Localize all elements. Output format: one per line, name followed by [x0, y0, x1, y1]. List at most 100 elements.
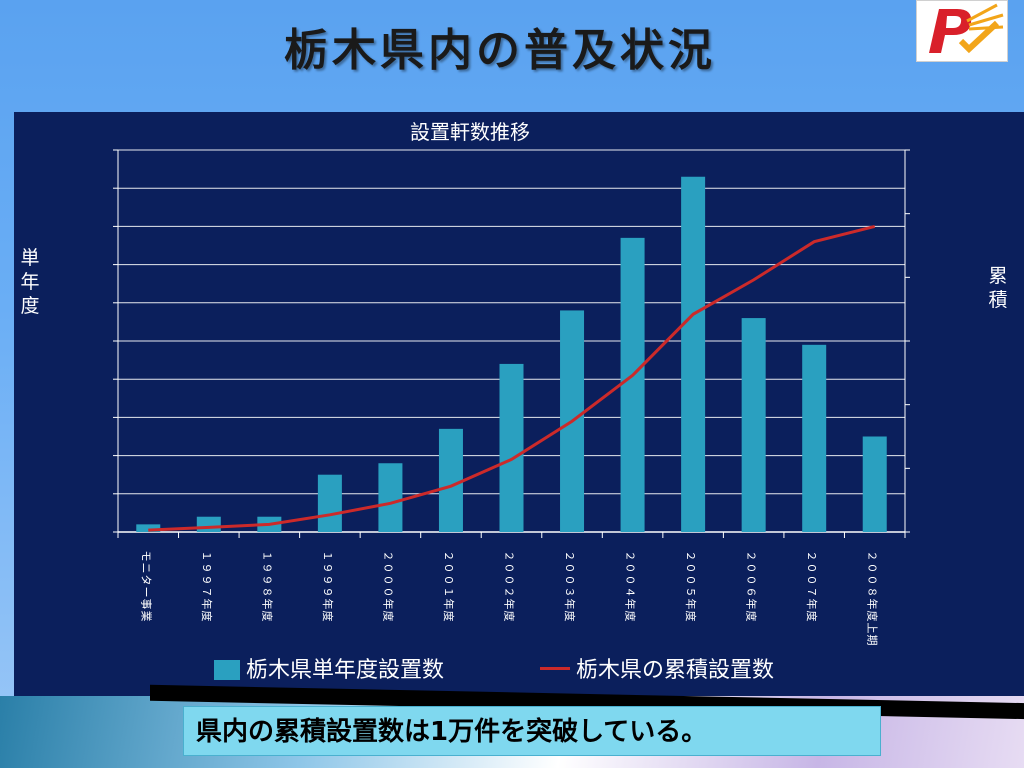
- bar: [438, 428, 463, 532]
- bar: [620, 237, 645, 533]
- x-tick-char: 度: [624, 611, 638, 622]
- x-tick-char: ０: [381, 575, 394, 586]
- x-tick-char: 度: [442, 611, 456, 622]
- legend-line-label: 栃木県の累積設置数: [576, 658, 775, 683]
- x-tick-char: ０: [866, 575, 879, 586]
- x-tick-char: ０: [745, 575, 758, 586]
- summary-callout: 県内の累積設置数は1万件を突破している。: [183, 706, 881, 756]
- x-tick-char: ０: [442, 563, 455, 574]
- x-tick-char: 上: [866, 623, 879, 634]
- legend-bar-swatch: [214, 660, 240, 680]
- x-tick-char: １: [442, 587, 455, 598]
- x-tick-char: 度: [745, 611, 759, 622]
- x-tick-char: ０: [624, 575, 637, 586]
- x-tick-char: ニ: [139, 563, 152, 574]
- x-tick-char: ０: [563, 563, 576, 574]
- right-axis-label: 累積: [988, 265, 1008, 311]
- x-tick-char: 度: [321, 611, 335, 622]
- x-tick-char: 期: [866, 635, 879, 646]
- bar: [136, 524, 161, 532]
- x-tick-char: ３: [563, 587, 576, 598]
- cumulative-line: [148, 224, 876, 532]
- x-tick-char: ２: [805, 551, 818, 562]
- x-tick-char: ２: [684, 551, 697, 562]
- x-tick-char: ７: [805, 587, 818, 598]
- x-tick-char: ２: [745, 551, 758, 562]
- bar: [378, 463, 403, 532]
- x-tick-char: ０: [563, 575, 576, 586]
- x-tick-char: 年: [442, 599, 456, 610]
- x-tick-char: ２: [563, 551, 576, 562]
- x-tick-char: ９: [200, 563, 213, 574]
- x-tick-char: ０: [745, 563, 758, 574]
- bar: [862, 436, 887, 532]
- x-tick-char: ０: [381, 587, 394, 598]
- bar: [741, 318, 766, 532]
- chart-legend: 栃木県単年度設置数 栃木県の累積設置数: [210, 650, 850, 684]
- x-tick-char: ２: [381, 551, 394, 562]
- x-tick-char: 度: [684, 611, 698, 622]
- x-tick-char: ４: [624, 587, 637, 598]
- x-tick-char: 度: [200, 611, 214, 622]
- x-tick-char: 度: [563, 611, 577, 622]
- x-tick-char: 年: [805, 599, 819, 610]
- x-tick-char: ２: [503, 587, 516, 598]
- x-tick-char: ２: [624, 551, 637, 562]
- bar: [802, 344, 827, 532]
- legend-bar-label: 栃木県単年度設置数: [246, 658, 445, 683]
- x-tick-char: 年: [260, 599, 274, 610]
- x-tick-char: １: [260, 551, 273, 562]
- x-tick-char: ６: [745, 587, 758, 598]
- x-tick-char: 年: [563, 599, 577, 610]
- x-tick-char: ９: [321, 575, 334, 586]
- x-tick-char: ０: [866, 563, 879, 574]
- x-tick-char: ０: [503, 575, 516, 586]
- x-tick-char: 度: [260, 611, 274, 622]
- x-tick-char: 年: [381, 599, 395, 610]
- bar: [317, 474, 342, 532]
- x-tick-char: ０: [442, 575, 455, 586]
- x-tick-char: 度: [503, 611, 517, 622]
- legend-item-bar: 栃木県単年度設置数: [214, 652, 444, 684]
- x-tick-char: ８: [260, 587, 273, 598]
- x-tick-char: 年: [684, 599, 698, 610]
- x-tick-char: 事: [139, 599, 152, 610]
- x-tick-char: １: [321, 551, 334, 562]
- left-axis-label: 単年度: [20, 247, 40, 317]
- x-tick-char: 度: [381, 611, 395, 622]
- x-tick-char: ９: [321, 587, 334, 598]
- chart-title: 設置軒数推移: [410, 120, 530, 144]
- x-tick-char: 年: [745, 599, 759, 610]
- x-tick-char: 度: [805, 611, 819, 622]
- x-tick-char: 度: [866, 611, 880, 622]
- x-tick-char: ９: [321, 563, 334, 574]
- x-tick-char: ２: [442, 551, 455, 562]
- x-tick-char: ０: [381, 563, 394, 574]
- x-tick-char: 年: [321, 599, 335, 610]
- legend-line-swatch: [540, 667, 570, 670]
- slide-title: 栃木県内の普及状況: [284, 25, 716, 76]
- x-tick-char: ５: [684, 587, 697, 598]
- x-tick-char: ２: [866, 551, 879, 562]
- x-tick-char: ９: [260, 563, 273, 574]
- bar: [681, 176, 706, 533]
- x-tick-char: ０: [805, 575, 818, 586]
- x-tick-char: モ: [139, 551, 152, 562]
- x-tick-char: 年: [866, 599, 880, 610]
- x-tick-char: ０: [684, 575, 697, 586]
- x-tick-char: ２: [503, 551, 516, 562]
- bar: [499, 363, 524, 532]
- x-tick-char: ７: [200, 587, 213, 598]
- x-tick-char: ９: [260, 575, 273, 586]
- x-tick-char: ０: [684, 563, 697, 574]
- x-tick-char: 年: [200, 599, 214, 610]
